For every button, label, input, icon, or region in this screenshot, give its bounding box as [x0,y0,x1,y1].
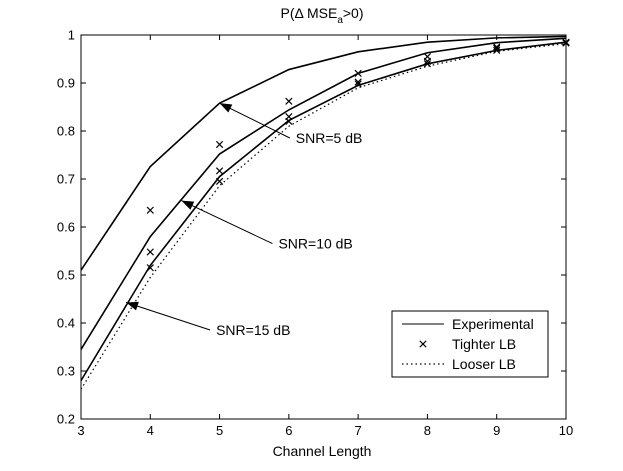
x-tick-label: 3 [77,423,84,438]
legend-experimental-label: Experimental [452,316,534,332]
x-tick-label: 6 [285,423,292,438]
tighter-lb-marker [146,264,154,272]
y-tick-label: 0.2 [57,412,75,427]
y-tick-label: 0.8 [57,124,75,139]
annotation-arrow-line [125,301,211,331]
plot-area: 3 4 5 6 7 8 9 10 0.2 0.3 0.4 0.5 0.6 0.7 0.8 0.9 1 SNR=5 … [57,28,573,439]
chart-title: P(Δ MSEa>0) [281,5,364,26]
y-tick-label: 1 [68,28,75,43]
tighter-lb-marker [215,177,224,186]
annotation-arrow-head [181,200,195,210]
y-tick-label: 0.3 [57,364,75,379]
x-tick-label: 9 [493,423,500,438]
y-tick-label: 0.9 [57,76,75,91]
annotation-arrow-head [126,301,139,311]
legend-tighter-label: Tighter LB [452,336,516,352]
tighter-lb-marker [562,39,570,47]
annotation-arrow-head [219,103,233,113]
tighter-lb-marker [146,248,154,256]
x-tick-label: 10 [559,423,573,438]
annotation-arrow-line [181,200,273,245]
annotation-label: SNR=15 dB [216,322,290,338]
experimental-line-1 [80,35,567,271]
tighter-lb-marker [215,167,224,175]
experimental-line-2 [80,37,567,350]
x-tick-label: 5 [216,423,223,438]
tighter-lb-marker [493,46,501,54]
annotation-label: SNR=10 dB [278,236,352,252]
x-tick-label: 4 [147,423,154,438]
experimental-line-3 [80,41,567,382]
y-tick-label: 0.6 [57,220,75,235]
legend-tighter-swatch [419,340,427,348]
annotation-arrow-line [219,102,291,139]
tighter-lb-marker [285,117,293,126]
x-tick-label: 8 [424,423,431,438]
tighter-lb-marker [354,80,362,88]
y-tick-label: 0.5 [57,268,75,283]
legend-looser-label: Looser LB [452,356,516,372]
tighter-lb-marker [493,43,501,51]
y-tick-label: 0.7 [57,172,75,187]
y-tick-label: 0.4 [57,316,75,331]
tighter-lb-marker [423,60,432,68]
x-axis-title: Channel Length [273,443,372,459]
x-tick-label: 7 [355,423,362,438]
tighter-lb-marker [285,97,293,105]
tighter-lb-marker [146,206,154,214]
annotation-label: SNR=5 dB [296,130,363,146]
legend-box [391,310,549,378]
tighter-lb-marker [215,140,224,149]
